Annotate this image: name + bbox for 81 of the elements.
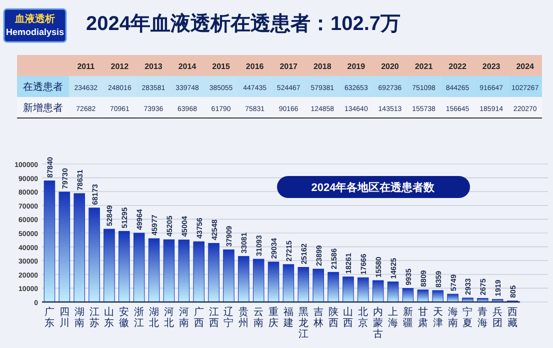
x-tick-label: 2022 xyxy=(448,62,467,71)
x-tick-label: 江西 xyxy=(208,306,219,329)
bar xyxy=(58,192,70,302)
x-tick-label: 2023 xyxy=(482,62,501,71)
x-tick-label: 2021 xyxy=(414,62,434,71)
x-tick-label: 辽宁 xyxy=(224,306,234,329)
x-tick-label: 重庆 xyxy=(268,306,279,329)
x-tick-label: 黑龙江 xyxy=(298,307,308,340)
x-tick-label: 西藏 xyxy=(508,307,518,329)
x-tick-label: 吉林 xyxy=(312,306,324,329)
bar xyxy=(148,238,160,302)
bar xyxy=(118,230,130,302)
x-tick-label: 新疆 xyxy=(402,306,413,329)
x-tick-label: 2013 xyxy=(144,62,163,71)
y-tick-label: 在透患者 xyxy=(23,81,63,93)
x-tick-label: 2012 xyxy=(110,62,130,71)
bar xyxy=(252,258,264,302)
bar xyxy=(328,272,339,302)
x-tick-label: 2015 xyxy=(212,62,230,71)
bar xyxy=(104,228,115,302)
x-tick-label: 四川 xyxy=(59,307,70,329)
x-tick-label: 天津 xyxy=(432,307,443,329)
bar xyxy=(282,264,294,302)
x-tick-label: 河北 xyxy=(164,306,174,329)
bar xyxy=(208,243,220,302)
x-tick-label: 河南 xyxy=(178,306,189,329)
bar xyxy=(402,288,414,302)
bar xyxy=(447,294,458,302)
x-tick-label: 2014 xyxy=(178,62,197,71)
bar xyxy=(372,280,384,302)
x-tick-label: 2019 xyxy=(347,62,366,71)
x-tick-label: 上海 xyxy=(388,306,398,329)
bar xyxy=(462,298,474,302)
x-tick-label: 广西 xyxy=(194,306,204,329)
bar xyxy=(358,277,369,302)
x-tick-label: 北京 xyxy=(358,306,368,329)
x-tick-label: 2011 xyxy=(77,62,96,71)
text: Hemodialysis xyxy=(6,27,64,37)
text: 血液透析 xyxy=(14,13,55,25)
x-tick-label: 青海 xyxy=(478,306,488,329)
bar xyxy=(44,180,56,302)
bar xyxy=(268,262,280,302)
bar xyxy=(88,208,100,302)
x-tick-label: 山西 xyxy=(343,306,354,329)
x-tick-label: 2016 xyxy=(246,62,264,71)
x-tick-label: 2020 xyxy=(381,62,400,71)
x-tick-label: 安徽 xyxy=(119,306,130,329)
chart-title: 2024年血液透析在透患者：102.7万 xyxy=(86,12,401,35)
x-tick-label: 湖北 xyxy=(149,306,160,329)
x-tick-label: 贵州 xyxy=(238,306,249,329)
x-tick-label: 云南 xyxy=(254,307,264,329)
bar xyxy=(133,232,145,302)
x-tick-label: 江苏 xyxy=(89,306,100,329)
bar xyxy=(417,290,429,302)
x-tick-label: 甘肃 xyxy=(418,306,428,329)
y-tick-label: 新增患者 xyxy=(23,102,63,114)
x-tick-label: 海南 xyxy=(448,306,458,329)
x-tick-label: 内蒙古 xyxy=(373,306,384,340)
x-tick-label: 2017 xyxy=(280,62,298,71)
bar xyxy=(432,290,444,302)
x-tick-label: 2018 xyxy=(313,62,332,71)
bar xyxy=(342,276,354,302)
bar xyxy=(178,240,190,302)
bar xyxy=(238,256,250,302)
x-tick-label: 山东 xyxy=(104,306,114,329)
x-tick-label: 广东 xyxy=(44,306,54,329)
bar xyxy=(298,267,310,302)
x-tick-label: 兵团 xyxy=(492,306,503,329)
text: 2024年各地区在透患者数 xyxy=(311,181,436,194)
x-tick-label: 宁夏 xyxy=(462,306,473,329)
x-tick-label: 陕西 xyxy=(328,306,338,329)
x-tick-label: 2024 xyxy=(516,62,535,71)
bar xyxy=(312,268,324,302)
x-tick-label: 浙江 xyxy=(134,306,144,329)
x-tick-label: 湖南 xyxy=(74,306,84,329)
bar xyxy=(193,241,204,302)
bar xyxy=(387,282,399,302)
bar xyxy=(74,193,85,302)
bar xyxy=(163,239,175,302)
x-tick-label: 福建 xyxy=(282,306,294,329)
bar xyxy=(223,249,234,302)
